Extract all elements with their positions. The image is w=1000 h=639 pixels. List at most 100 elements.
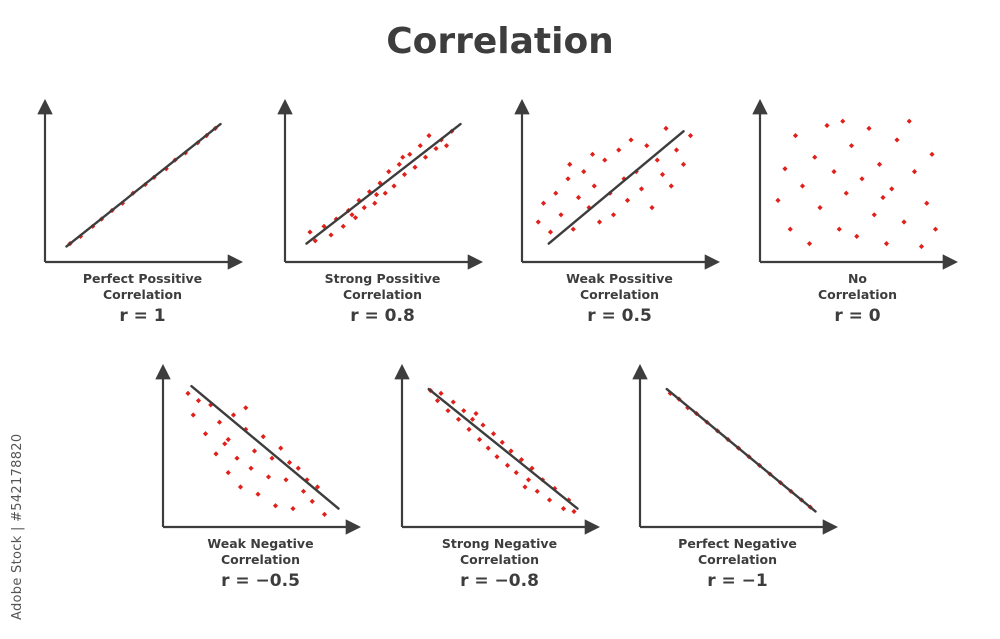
data-point bbox=[412, 164, 418, 170]
data-point bbox=[265, 474, 272, 480]
data-point bbox=[918, 243, 925, 250]
data-point bbox=[243, 426, 249, 432]
data-point bbox=[401, 171, 408, 178]
data-point bbox=[494, 454, 500, 460]
watermark-text: Adobe Stock | #542178820 bbox=[10, 433, 25, 620]
data-point bbox=[831, 169, 837, 175]
data-point bbox=[894, 137, 900, 143]
data-point bbox=[567, 161, 573, 167]
data-point bbox=[222, 441, 228, 447]
data-point bbox=[195, 398, 202, 404]
r-value: r = 0.5 bbox=[587, 306, 652, 326]
data-point bbox=[546, 497, 553, 503]
data-point bbox=[792, 133, 799, 139]
data-point bbox=[799, 183, 806, 189]
data-point bbox=[391, 183, 397, 189]
data-point bbox=[673, 147, 680, 153]
data-point bbox=[558, 212, 564, 218]
data-point bbox=[450, 399, 456, 405]
data-point bbox=[434, 398, 441, 404]
data-point bbox=[616, 147, 622, 153]
data-point bbox=[286, 459, 293, 466]
data-point bbox=[476, 436, 483, 443]
trend-line bbox=[65, 122, 222, 248]
data-point bbox=[654, 157, 660, 163]
data-point bbox=[522, 484, 528, 490]
data-point bbox=[859, 176, 865, 182]
panel-caption-6: Strong Negative Correlation r = −0.8 bbox=[395, 536, 605, 591]
data-point bbox=[570, 226, 576, 232]
data-point bbox=[340, 223, 346, 229]
data-point bbox=[901, 219, 907, 225]
data-point bbox=[843, 190, 849, 196]
caption-line-2: Correlation bbox=[817, 287, 898, 302]
data-point bbox=[553, 190, 559, 196]
data-point bbox=[565, 176, 571, 182]
data-point bbox=[513, 470, 519, 476]
data-point bbox=[243, 405, 249, 411]
data-point bbox=[230, 412, 237, 418]
data-point bbox=[433, 145, 439, 152]
data-point bbox=[426, 133, 432, 139]
r-value: r = −0.5 bbox=[221, 571, 300, 591]
data-point bbox=[407, 151, 413, 157]
data-point bbox=[535, 219, 541, 225]
scatter-plot-6 bbox=[394, 363, 601, 535]
data-point bbox=[225, 470, 231, 476]
caption-line-2: Correlation bbox=[102, 287, 183, 302]
data-point bbox=[382, 190, 388, 196]
data-point bbox=[269, 455, 275, 461]
trend-line bbox=[190, 385, 340, 510]
data-point bbox=[836, 226, 842, 232]
data-point bbox=[547, 229, 554, 235]
caption-line-1: Perfect Negative bbox=[678, 536, 797, 551]
scatter-plot-3 bbox=[514, 98, 721, 270]
data-point bbox=[190, 412, 196, 418]
panel-caption-3: Weak Possitive Correlation r = 0.5 bbox=[515, 271, 725, 326]
caption-line-2: Correlation bbox=[697, 552, 778, 567]
data-point bbox=[540, 200, 547, 206]
data-point bbox=[518, 457, 525, 463]
r-value: r = 1 bbox=[119, 306, 166, 326]
data-point bbox=[372, 200, 378, 206]
data-point bbox=[361, 205, 367, 211]
data-point bbox=[638, 186, 645, 192]
data-point bbox=[400, 154, 406, 160]
data-point bbox=[283, 477, 289, 483]
trend-line bbox=[305, 122, 462, 245]
caption-line-2: Correlation bbox=[220, 552, 301, 567]
data-point bbox=[328, 232, 334, 238]
data-point bbox=[824, 122, 830, 129]
data-point bbox=[508, 448, 514, 454]
panel-caption-4: No Correlation r = 0 bbox=[753, 271, 963, 326]
data-point bbox=[560, 506, 567, 512]
data-point bbox=[687, 133, 694, 139]
data-point bbox=[490, 431, 497, 437]
caption-line-2: Correlation bbox=[459, 552, 540, 567]
data-point bbox=[251, 448, 258, 454]
data-point bbox=[932, 226, 939, 232]
data-point bbox=[866, 125, 872, 131]
data-point bbox=[663, 125, 669, 131]
data-point bbox=[911, 169, 918, 175]
data-point bbox=[272, 503, 279, 509]
data-point bbox=[248, 465, 254, 471]
data-point bbox=[234, 455, 240, 461]
data-point bbox=[883, 241, 890, 247]
data-point bbox=[307, 229, 313, 235]
data-point bbox=[443, 143, 450, 149]
data-point bbox=[312, 238, 318, 244]
data-point bbox=[680, 161, 687, 167]
data-point bbox=[445, 408, 451, 414]
caption-line-1: Weak Negative bbox=[207, 536, 314, 551]
data-point bbox=[386, 169, 392, 175]
data-point bbox=[260, 434, 266, 440]
data-point bbox=[906, 118, 912, 124]
data-point bbox=[624, 197, 631, 203]
data-point bbox=[840, 118, 846, 124]
data-point bbox=[812, 154, 818, 160]
data-point bbox=[473, 410, 479, 417]
data-point bbox=[854, 233, 860, 239]
scatter-plot-2 bbox=[277, 98, 484, 270]
